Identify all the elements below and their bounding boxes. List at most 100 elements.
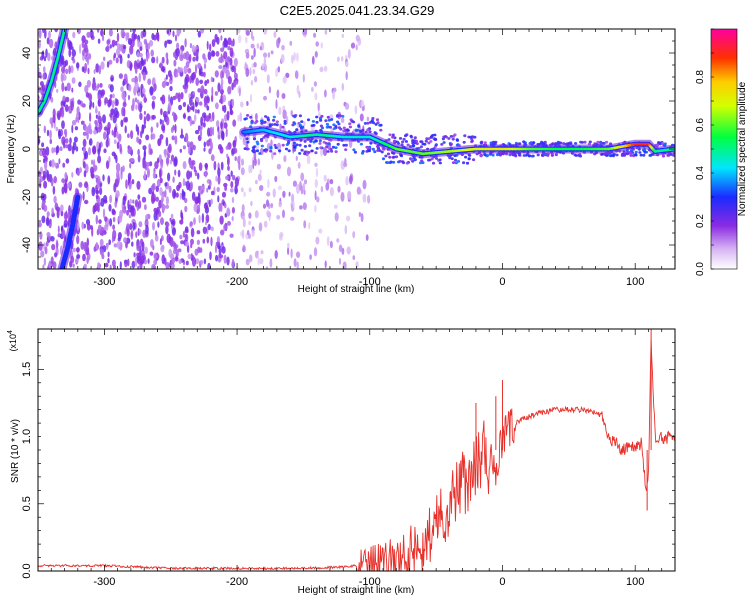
spectrogram-speckle — [164, 182, 168, 187]
spectrogram-speckle — [292, 201, 295, 208]
spectrogram-speckle — [131, 179, 135, 185]
spectrogram-speckle — [108, 239, 111, 246]
spectrogram-speckle — [60, 210, 64, 217]
spectrogram-band-speckle — [424, 139, 428, 143]
spectrogram-speckle — [255, 113, 258, 121]
spectrogram-speckle — [248, 254, 253, 263]
spectrogram-speckle — [133, 252, 136, 258]
spectrogram-speckle — [112, 39, 116, 47]
spectrogram-speckle — [193, 166, 196, 173]
spectrogram-band-speckle — [410, 158, 414, 162]
spectrogram-speckle — [203, 63, 207, 70]
spectrogram-speckle — [198, 162, 203, 171]
spectrogram-speckle — [67, 143, 72, 152]
spectrogram-speckle — [148, 143, 151, 151]
spectrogram-speckle — [116, 141, 120, 150]
spectrogram-band-speckle — [251, 146, 255, 150]
spectrogram-speckle — [66, 82, 71, 92]
spectrogram-speckle — [223, 254, 227, 264]
spectrogram-band-speckle — [449, 135, 453, 138]
spectrogram-speckle — [175, 47, 180, 57]
spectrogram-speckle — [194, 109, 198, 114]
spectrogram-band-speckle — [311, 120, 315, 123]
spectrogram-speckle — [83, 263, 88, 269]
spectrogram-band-speckle — [463, 134, 467, 138]
spectrogram-speckle — [182, 113, 186, 119]
spectrogram-speckle — [84, 62, 88, 72]
snr-y-ticks: 0.0 0.5 1.0 1.5 — [21, 328, 675, 579]
spectrogram-speckle — [90, 170, 94, 179]
spectrogram-speckle — [250, 200, 253, 207]
spectrogram-speckle — [95, 241, 99, 250]
spectrogram-speckle — [317, 102, 320, 112]
spectrogram-speckle — [320, 186, 324, 193]
spectrogram-speckle — [231, 196, 235, 204]
spectrogram-speckle — [122, 101, 127, 108]
spectrogram-speckle — [128, 183, 132, 190]
spectrogram-band-speckle — [273, 143, 277, 147]
spectrogram-speckle — [190, 238, 194, 245]
spectrogram-speckle — [168, 94, 171, 103]
spectrogram-speckle — [170, 213, 174, 219]
spectrogram-speckle — [100, 61, 105, 70]
spectrogram-speckle — [100, 89, 106, 96]
spectrogram-speckle — [115, 190, 120, 198]
spectrogram-speckle — [179, 54, 184, 62]
spectrogram-speckle — [161, 80, 166, 89]
spectrogram-speckle — [131, 77, 136, 83]
spectrogram-band-speckle — [341, 114, 345, 118]
spectrogram-band-speckle — [574, 142, 578, 145]
spectrogram-speckle — [68, 41, 73, 50]
spectrogram-speckle — [273, 31, 277, 38]
spectrogram-band-speckle — [246, 140, 250, 144]
spectrogram-speckle — [57, 225, 60, 234]
spectrogram-speckle — [184, 38, 187, 48]
spectrogram-speckle — [296, 184, 300, 194]
spectrogram-speckle — [71, 87, 74, 93]
spectrogram-speckle — [231, 215, 234, 222]
spectrogram-speckle — [99, 187, 103, 196]
spectrogram-speckle — [136, 180, 141, 190]
spectrogram-speckle — [127, 258, 130, 267]
spectrogram-band-speckle — [438, 158, 442, 162]
spectrogram-speckle — [71, 49, 77, 57]
spectrogram-band-speckle — [392, 160, 396, 164]
spectrogram-band-speckle — [464, 155, 468, 159]
spectrogram-speckle — [108, 59, 113, 65]
spectrogram-speckle — [132, 199, 135, 204]
spectrogram-speckle — [292, 180, 297, 187]
spectrogram-band-speckle — [642, 153, 646, 157]
spectrogram-speckle — [136, 51, 140, 58]
spectrogram-band-speckle — [456, 160, 461, 163]
spectrogram-speckle — [230, 40, 234, 47]
spectrogram-speckle — [129, 223, 133, 231]
spectrogram-speckle — [346, 215, 351, 222]
spectrogram-band-speckle — [337, 122, 341, 126]
spectrogram-speckle — [166, 29, 170, 34]
spectrogram-speckle — [115, 110, 120, 119]
spectrogram-speckle — [214, 91, 219, 96]
spectrogram-speckle — [179, 29, 182, 34]
spectrogram-speckle — [51, 119, 54, 129]
spectrogram-band-speckle — [661, 154, 666, 158]
spectrogram-speckle — [141, 241, 145, 252]
spectrogram-band-speckle — [498, 153, 502, 157]
spectrogram-speckle — [165, 225, 169, 235]
spectrogram-speckle — [267, 52, 271, 58]
spectrogram-speckle — [193, 217, 196, 226]
spectrogram-speckle — [39, 178, 42, 187]
spectrogram-band-speckle — [284, 147, 289, 151]
spectrogram-speckle — [73, 136, 78, 143]
spectrogram-speckle — [167, 154, 171, 159]
spectrogram-speckle — [109, 264, 112, 269]
spectrogram-speckle — [315, 41, 320, 47]
spectrogram-speckle — [57, 112, 61, 121]
spectrogram-speckle — [257, 158, 261, 166]
spectrogram-speckle — [283, 155, 287, 163]
spectrogram-speckle — [95, 190, 100, 195]
spectrogram-band-speckle — [292, 148, 297, 152]
spectrogram-speckle — [48, 260, 51, 269]
spectrogram-band-speckle — [281, 125, 285, 129]
spectrogram-band-speckle — [489, 152, 493, 156]
spectrogram-speckle — [270, 202, 274, 209]
